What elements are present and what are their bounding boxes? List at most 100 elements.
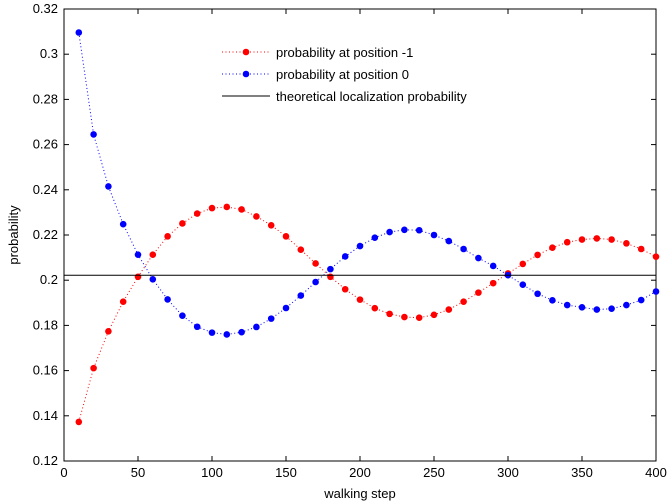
x-tick-label: 250: [423, 465, 445, 480]
data-point-probability-at-position-1: [519, 260, 527, 268]
x-tick-label: 150: [275, 465, 297, 480]
data-point-probability-at-position-1: [534, 251, 541, 259]
data-point-probability-at-position-0: [534, 290, 541, 298]
data-point-probability-at-position-1: [386, 310, 393, 318]
data-point-probability-at-position-0: [475, 254, 482, 262]
data-point-probability-at-position-1: [134, 273, 142, 281]
data-point-probability-at-position-1: [238, 206, 245, 213]
data-point-probability-at-position-1: [356, 296, 364, 303]
data-point-probability-at-position-0: [134, 251, 142, 258]
data-point-probability-at-position-1: [267, 221, 275, 229]
data-point-probability-at-position-0: [75, 29, 83, 36]
y-tick-label: 0.24: [33, 182, 58, 197]
data-point-probability-at-position-1: [593, 235, 601, 242]
data-point-probability-at-position-1: [149, 251, 157, 258]
data-point-probability-at-position-1: [445, 306, 453, 313]
x-tick-label: 0: [60, 465, 67, 480]
data-point-probability-at-position-0: [519, 281, 527, 289]
data-point-probability-at-position-1: [623, 240, 630, 247]
data-point-probability-at-position-1: [223, 203, 231, 211]
y-tick-label: 0.26: [33, 137, 58, 152]
data-point-probability-at-position-0: [578, 304, 586, 311]
data-point-probability-at-position-0: [267, 315, 275, 322]
y-tick-label: 0.16: [33, 363, 58, 378]
data-point-probability-at-position-0: [445, 237, 453, 245]
data-point-probability-at-position-0: [149, 275, 157, 283]
data-point-probability-at-position-1: [460, 298, 467, 305]
data-point-probability-at-position-0: [489, 262, 497, 270]
data-point-probability-at-position-0: [593, 306, 601, 313]
data-point-probability-at-position-0: [652, 288, 660, 295]
series-layer: [64, 29, 660, 426]
data-point-probability-at-position-0: [371, 234, 379, 242]
data-point-probability-at-position-0: [637, 296, 645, 304]
y-tick-label: 0.12: [33, 453, 58, 468]
data-point-probability-at-position-0: [193, 323, 201, 331]
data-point-probability-at-position-0: [297, 292, 305, 299]
data-point-probability-at-position-0: [460, 245, 467, 253]
ticks: 0 50 100 150 200 250 300 350 400 0.12 0.14 0.16 0.18…: [33, 1, 667, 480]
data-point-probability-at-position-0: [623, 301, 630, 309]
y-tick-label: 0.14: [33, 408, 58, 423]
data-point-probability-at-position-1: [75, 418, 83, 426]
data-point-probability-at-position-0: [549, 297, 556, 304]
data-point-probability-at-position-0: [312, 278, 319, 286]
data-point-probability-at-position-1: [341, 285, 349, 293]
x-tick-label: 300: [497, 465, 519, 480]
y-tick-label: 0.28: [33, 91, 58, 106]
data-point-probability-at-position-0: [238, 328, 245, 336]
data-point-probability-at-position-1: [549, 244, 556, 251]
legend-label-probability-at-position-0: probability at position 0: [276, 67, 409, 82]
y-tick-label: 0.32: [33, 1, 58, 16]
data-point-probability-at-position-1: [164, 233, 171, 240]
data-point-probability-at-position-1: [401, 313, 408, 321]
legend: probability at position -1 probability at…: [222, 45, 467, 104]
data-point-probability-at-position-0: [608, 305, 615, 312]
data-point-probability-at-position-1: [312, 260, 319, 267]
y-tick-label: 0.3: [40, 46, 58, 61]
data-point-probability-at-position-0: [164, 296, 171, 303]
data-point-probability-at-position-1: [475, 289, 482, 296]
data-point-probability-at-position-1: [253, 213, 260, 220]
data-point-probability-at-position-0: [179, 312, 186, 319]
y-tick-label: 0.2: [40, 272, 58, 287]
data-point-probability-at-position-1: [430, 311, 438, 319]
data-point-probability-at-position-0: [563, 301, 571, 309]
data-point-probability-at-position-1: [415, 314, 423, 322]
data-point-probability-at-position-0: [105, 183, 112, 190]
data-point-probability-at-position-1: [105, 327, 112, 335]
data-point-probability-at-position-0: [119, 220, 127, 228]
data-point-probability-at-position-1: [327, 273, 334, 281]
x-tick-label: 200: [349, 465, 371, 480]
data-point-probability-at-position-1: [608, 236, 615, 243]
y-tick-label: 0.22: [33, 227, 58, 242]
plot-area: [63, 8, 657, 462]
x-tick-label: 400: [645, 465, 667, 480]
data-point-probability-at-position-1: [371, 304, 379, 312]
data-point-probability-at-position-0: [430, 231, 438, 239]
x-tick-label: 50: [131, 465, 145, 480]
data-point-probability-at-position-0: [401, 226, 408, 234]
legend-label-probability-at-position-1: probability at position -1: [276, 45, 413, 60]
data-point-probability-at-position-0: [208, 329, 216, 336]
data-point-probability-at-position-1: [179, 220, 186, 227]
data-point-probability-at-position-0: [253, 323, 260, 331]
x-tick-label: 100: [201, 465, 223, 480]
data-point-probability-at-position-1: [119, 298, 127, 305]
data-point-probability-at-position-1: [652, 253, 660, 260]
data-point-probability-at-position-0: [386, 228, 393, 236]
legend-marker-probability-at-position-0: [242, 70, 250, 78]
data-point-probability-at-position-1: [282, 233, 290, 240]
data-point-probability-at-position-0: [90, 131, 97, 138]
data-point-probability-at-position-0: [223, 331, 231, 338]
legend-marker-probability-at-position-1: [242, 48, 250, 56]
x-tick-label: 350: [571, 465, 593, 480]
data-point-probability-at-position-1: [489, 279, 497, 287]
data-point-probability-at-position-1: [193, 210, 201, 217]
data-point-probability-at-position-1: [208, 204, 216, 212]
series-line-probability-at-position-1: [78, 206, 657, 423]
data-point-probability-at-position-0: [356, 242, 364, 250]
data-point-probability-at-position-0: [282, 304, 290, 312]
y-axis-label: probability: [6, 205, 21, 265]
